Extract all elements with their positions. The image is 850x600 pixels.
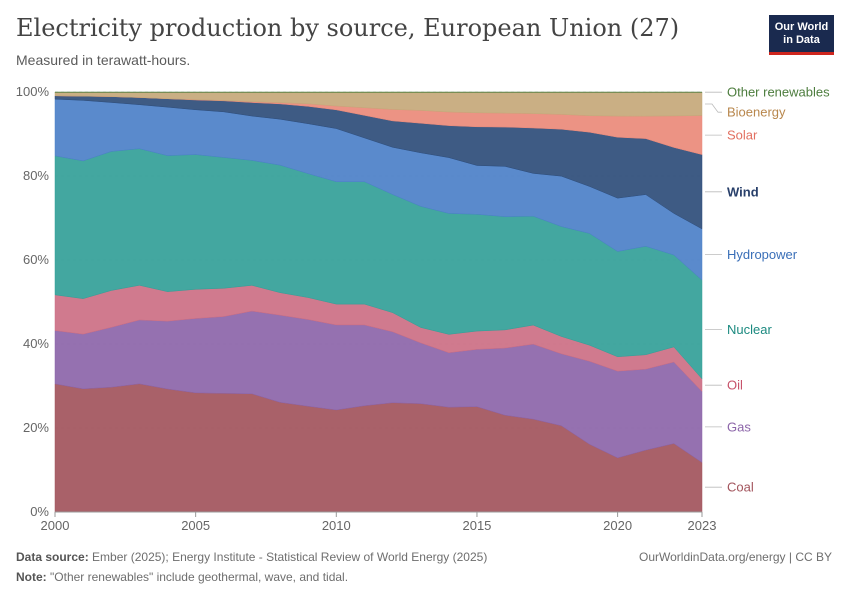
series-label-wind[interactable]: Wind [727,184,759,199]
series-label-other-renewables[interactable]: Other renewables [727,85,830,100]
series-labels[interactable]: Other renewables Bioenergy Solar Wind Hydrop… [705,85,830,495]
series-label-hydropower[interactable]: Hydropower [727,247,798,262]
series-label-oil[interactable]: Oil [727,378,743,393]
series-label-nuclear[interactable]: Nuclear [727,322,772,337]
x-tick-label: 2000 [41,518,70,533]
x-tick-label: 2005 [181,518,210,533]
x-tick-label: 2010 [322,518,351,533]
y-tick-label: 40% [23,336,49,351]
y-tick-label: 60% [23,252,49,267]
x-tick-label: 2020 [603,518,632,533]
owid-logo[interactable]: Our World in Data [769,15,834,55]
credit-link[interactable]: OurWorldinData.org/energy | CC BY [639,550,832,564]
logo-line-1: Our World [774,20,829,33]
chart-title: Electricity production by source, Europe… [16,14,680,42]
logo-line-2: in Data [783,33,820,46]
source-text[interactable]: Ember (2025); Energy Institute - Statist… [92,550,488,564]
area-chart[interactable]: 0% 20% 40% 60% 80% 100% 2000 2005 2010 2015 2020 20… [0,0,850,540]
series-label-coal[interactable]: Coal [727,480,754,495]
series-label-gas[interactable]: Gas [727,419,751,434]
series-label-bioenergy[interactable]: Bioenergy [727,105,786,120]
x-tick-label: 2015 [462,518,491,533]
label-connector [705,103,722,113]
y-tick-label: 0% [30,504,49,519]
x-tick-label: 2023 [688,518,717,533]
note-label: Note: [16,570,47,584]
source-line: Data source: Ember (2025); Energy Instit… [16,550,487,564]
source-label: Data source: [16,550,89,564]
chart-subtitle: Measured in terawatt-hours. [16,52,191,68]
y-tick-label: 80% [23,168,49,183]
y-tick-label: 100% [16,84,50,99]
y-tick-label: 20% [23,420,49,435]
series-label-solar[interactable]: Solar [727,128,758,143]
note-text: "Other renewables" include geothermal, w… [50,570,349,584]
note-line: Note: "Other renewables" include geother… [16,570,348,584]
axes: 0% 20% 40% 60% 80% 100% 2000 2005 2010 2015 2020 20… [16,84,717,533]
area-series[interactable] [54,91,703,513]
